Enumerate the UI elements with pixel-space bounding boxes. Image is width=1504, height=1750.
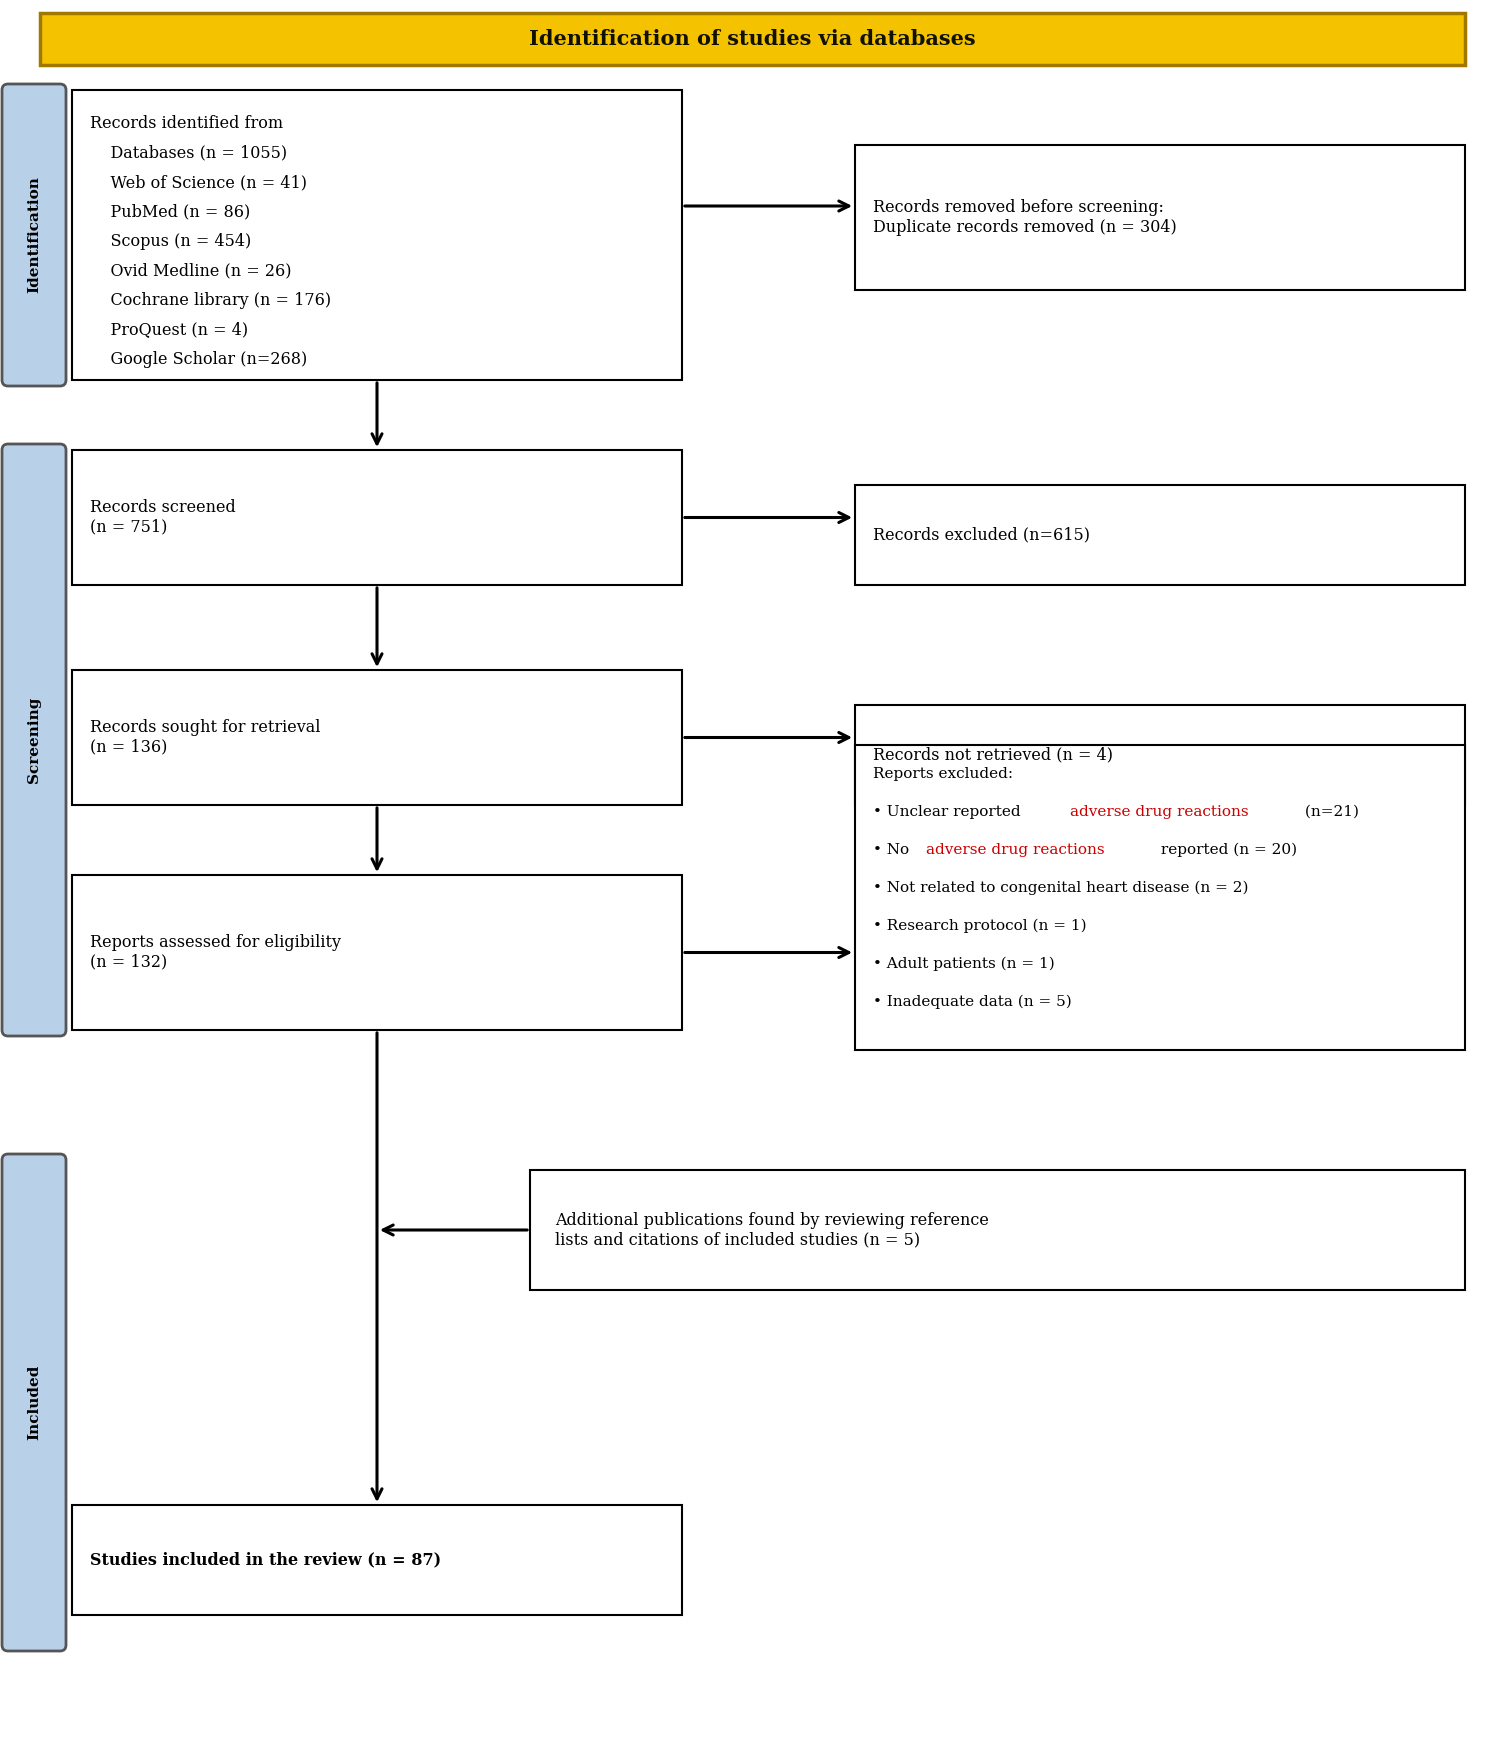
FancyBboxPatch shape — [41, 12, 1465, 65]
FancyBboxPatch shape — [854, 705, 1465, 805]
Text: Records identified from: Records identified from — [90, 116, 283, 131]
FancyBboxPatch shape — [2, 444, 66, 1036]
Text: Scopus (n = 454): Scopus (n = 454) — [90, 233, 251, 250]
Text: Records removed before screening:
Duplicate records removed (n = 304): Records removed before screening: Duplic… — [872, 200, 1176, 236]
Text: Google Scholar (n=268): Google Scholar (n=268) — [90, 352, 307, 367]
FancyBboxPatch shape — [72, 670, 681, 805]
Text: Additional publications found by reviewing reference
lists and citations of incl: Additional publications found by reviewi… — [555, 1211, 988, 1248]
Text: PubMed (n = 86): PubMed (n = 86) — [90, 203, 250, 220]
Text: Reports assessed for eligibility
(n = 132): Reports assessed for eligibility (n = 13… — [90, 934, 341, 971]
Text: Identification of studies via databases: Identification of studies via databases — [529, 30, 976, 49]
Text: Included: Included — [27, 1365, 41, 1440]
Text: • No: • No — [872, 844, 914, 858]
Text: adverse drug reactions: adverse drug reactions — [926, 844, 1104, 858]
Text: Records excluded (n=615): Records excluded (n=615) — [872, 527, 1090, 544]
FancyBboxPatch shape — [854, 145, 1465, 290]
Text: (n=21): (n=21) — [1301, 805, 1360, 819]
FancyBboxPatch shape — [529, 1171, 1465, 1290]
Text: Screening: Screening — [27, 696, 41, 784]
FancyBboxPatch shape — [854, 485, 1465, 584]
Text: Databases (n = 1055): Databases (n = 1055) — [90, 145, 287, 161]
Text: reported (n = 20): reported (n = 20) — [1157, 844, 1298, 858]
Text: Records not retrieved (n = 4): Records not retrieved (n = 4) — [872, 747, 1113, 763]
Text: Reports excluded:: Reports excluded: — [872, 766, 1014, 780]
Text: Cochrane library (n = 176): Cochrane library (n = 176) — [90, 292, 331, 310]
FancyBboxPatch shape — [72, 450, 681, 584]
Text: Identification: Identification — [27, 177, 41, 294]
FancyBboxPatch shape — [2, 1153, 66, 1650]
Text: Records screened
(n = 751): Records screened (n = 751) — [90, 499, 236, 536]
Text: • Research protocol (n = 1): • Research protocol (n = 1) — [872, 919, 1086, 933]
Text: adverse drug reactions: adverse drug reactions — [1069, 805, 1248, 819]
FancyBboxPatch shape — [72, 89, 681, 380]
Text: ProQuest (n = 4): ProQuest (n = 4) — [90, 322, 248, 338]
FancyBboxPatch shape — [854, 746, 1465, 1050]
Text: Studies included in the review (n = 87): Studies included in the review (n = 87) — [90, 1552, 441, 1568]
FancyBboxPatch shape — [72, 1505, 681, 1615]
Text: • Adult patients (n = 1): • Adult patients (n = 1) — [872, 957, 1054, 971]
Text: Records sought for retrieval
(n = 136): Records sought for retrieval (n = 136) — [90, 719, 320, 756]
Text: Web of Science (n = 41): Web of Science (n = 41) — [90, 173, 307, 191]
FancyBboxPatch shape — [2, 84, 66, 387]
Text: • Inadequate data (n = 5): • Inadequate data (n = 5) — [872, 996, 1072, 1010]
Text: • Unclear reported: • Unclear reported — [872, 805, 1026, 819]
Text: Ovid Medline (n = 26): Ovid Medline (n = 26) — [90, 262, 292, 280]
Text: • Not related to congenital heart disease (n = 2): • Not related to congenital heart diseas… — [872, 880, 1248, 896]
FancyBboxPatch shape — [72, 875, 681, 1031]
